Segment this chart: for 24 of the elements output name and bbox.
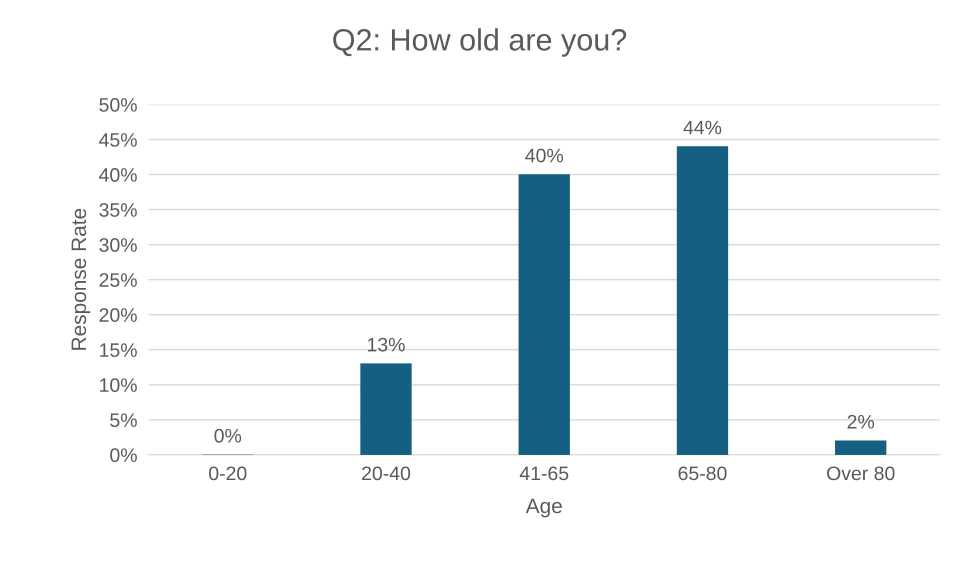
y-tick-label: 20% <box>100 308 137 322</box>
x-axis-title: Age <box>526 498 562 518</box>
x-tick-label: 41-65 <box>520 466 568 480</box>
data-label: 0% <box>214 428 242 443</box>
y-tick-label: 25% <box>100 273 137 287</box>
data-label: 44% <box>683 120 722 134</box>
data-label: 2% <box>848 414 874 429</box>
y-tick-label: 35% <box>99 203 137 217</box>
y-tick-label: 30% <box>99 238 137 252</box>
data-label: 40% <box>525 148 563 162</box>
x-tick-label: 0-20 <box>209 466 246 480</box>
y-tick-label: 10% <box>100 378 137 392</box>
y-tick-label: 40% <box>99 168 137 182</box>
x-tick-label: Over 80 <box>827 466 895 480</box>
y-tick-label: 0% <box>110 448 137 462</box>
y-tick-label: 45% <box>99 133 137 147</box>
x-tick-label: 65-80 <box>678 466 727 480</box>
y-axis-title: Response Rate <box>72 208 90 350</box>
y-tick-label: 15% <box>100 343 137 357</box>
y-tick-label: 50% <box>99 98 137 112</box>
y-tick-label: 5% <box>110 413 137 428</box>
x-tick-label: 20-40 <box>362 466 410 480</box>
data-label: 13% <box>368 338 405 352</box>
chart-title: Q2: How old are you? <box>333 28 626 57</box>
